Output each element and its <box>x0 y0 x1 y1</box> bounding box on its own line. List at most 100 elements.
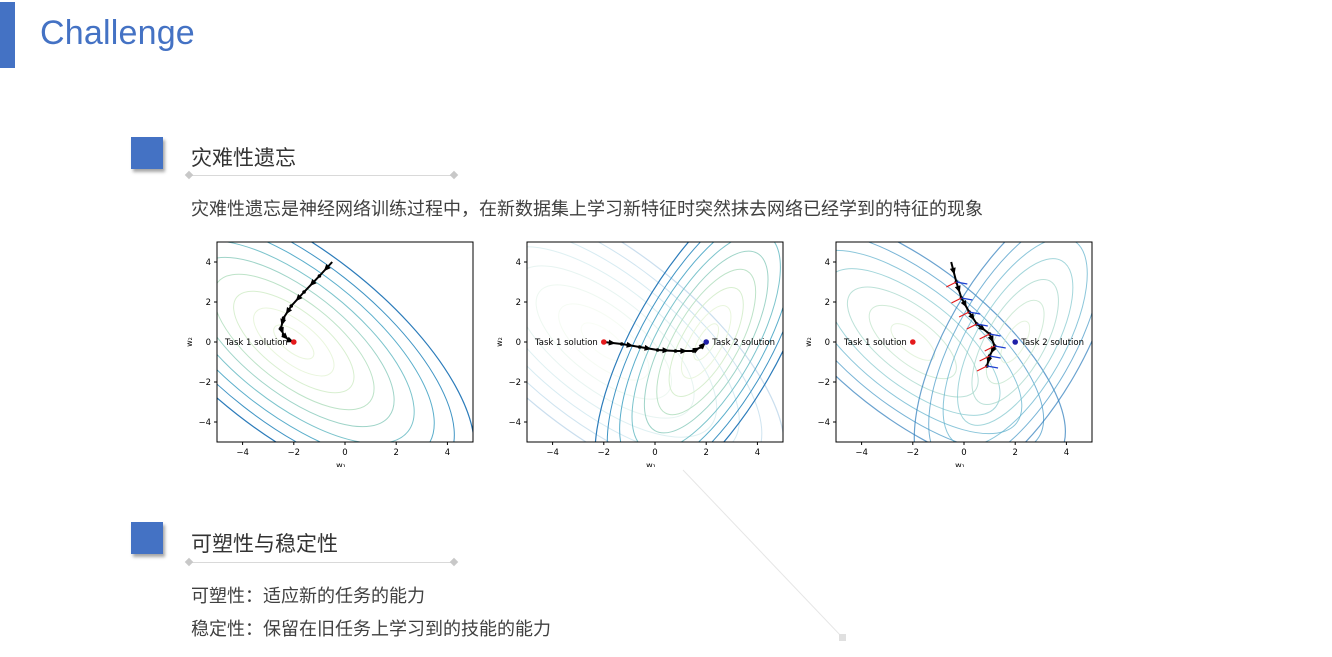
slide-title: Challenge <box>40 14 195 52</box>
x-tick-label: 4 <box>755 448 760 458</box>
y-tick-label: 4 <box>206 258 211 268</box>
path-arrowhead <box>626 341 634 348</box>
title-accent-bar <box>0 2 15 68</box>
y-axis-label: w₂ <box>185 337 194 347</box>
task2-gradient-arrow <box>961 297 973 301</box>
path-arrowhead <box>986 356 993 364</box>
path-arrowhead <box>309 279 317 287</box>
contour-line <box>680 305 732 379</box>
path-arrowhead <box>644 344 652 351</box>
y-tick-label: 2 <box>516 298 521 308</box>
contour-group <box>527 242 783 442</box>
path-arrowhead <box>680 348 688 354</box>
section-2-stability: 稳定性：保留在旧任务上学习到的技能的能力 <box>191 619 551 640</box>
contour-line <box>643 250 769 434</box>
path-arrowhead <box>987 335 994 343</box>
task-1-solution-label: Task 1 solution <box>843 338 907 348</box>
x-tick-label: −4 <box>855 448 868 458</box>
task1-gradient-arrow <box>958 311 970 318</box>
path-step-point <box>673 349 678 353</box>
contour-line <box>273 324 315 360</box>
task1-gradient-arrow <box>946 281 957 288</box>
task2-gradient-arrow <box>969 311 981 315</box>
contour-line <box>913 242 1092 442</box>
section-2-plasticity: 可塑性：适应新的任务的能力 <box>191 586 425 607</box>
path-arrowhead <box>281 332 289 340</box>
contour-line <box>656 268 757 416</box>
contour-group <box>836 242 1092 442</box>
path-arrowhead <box>285 307 293 315</box>
path-step-point <box>317 274 322 278</box>
task2-gradient-arrow <box>976 323 988 327</box>
y-tick-label: 0 <box>825 338 830 348</box>
contour-line <box>1000 320 1031 364</box>
x-tick-label: −2 <box>288 448 301 458</box>
x-tick-label: −2 <box>907 448 920 458</box>
x-axis-label: w₁ <box>955 461 965 467</box>
section-2-underline <box>190 562 455 563</box>
task-1-solution-point <box>601 339 607 345</box>
task1-gradient-arrow <box>976 365 988 372</box>
section-2-bullet-square <box>131 522 163 554</box>
x-axis-label: w₁ <box>336 461 346 467</box>
contour-line <box>985 299 1045 385</box>
y-tick-label: 2 <box>206 298 211 308</box>
task-1-solution-point <box>291 339 297 345</box>
path-arrowhead <box>960 300 967 308</box>
section-1-underline <box>190 175 455 176</box>
path-arrowhead <box>280 318 287 326</box>
path-arrowhead <box>278 326 284 335</box>
y-tick-label: −2 <box>817 378 830 388</box>
path-step-point <box>655 348 660 352</box>
path-arrowhead <box>662 347 670 354</box>
y-tick-label: 0 <box>206 338 211 348</box>
task1-gradient-arrow <box>984 345 995 352</box>
task1-gradient-arrow <box>951 297 962 304</box>
plot-2-svg: −4 −2 0 2 4 −4 −2 0 2 4 w₁ w₂ Task 1 solution Task 2 … <box>495 241 784 467</box>
task1-gradient-arrow <box>966 323 978 330</box>
contour-line <box>693 323 720 361</box>
contour-line <box>217 256 395 428</box>
y-tick-label: 0 <box>516 338 521 348</box>
x-tick-label: 0 <box>961 448 966 458</box>
y-tick-label: −2 <box>508 378 521 388</box>
task-1-solution-label: Task 1 solution <box>534 338 598 348</box>
section-1-bullet-square <box>131 137 163 169</box>
path-arrowhead <box>990 346 997 354</box>
contour-line <box>971 278 1059 406</box>
contour-line <box>527 242 783 442</box>
contour-line <box>957 258 1074 426</box>
contour-line <box>217 242 435 442</box>
section-1-heading: 灾难性遗忘 <box>191 146 296 170</box>
task1-gradient-arrow <box>979 355 990 362</box>
task-1-solution-point <box>910 339 916 345</box>
y-tick-label: −4 <box>508 418 521 428</box>
plot-3: −4 −2 0 2 4 −4 −2 0 2 4 w₁ w₂ Task 1 solution Task 2 … <box>801 232 1101 467</box>
contour-line <box>527 242 740 442</box>
contour-line <box>846 286 979 398</box>
y-tick-label: 4 <box>516 258 521 268</box>
task-2-solution-point <box>1012 339 1018 345</box>
task-2-solution-label: Task 2 solution <box>711 338 775 348</box>
path-arrowhead <box>954 285 961 293</box>
x-tick-label: −4 <box>236 448 249 458</box>
contour-line <box>217 242 455 442</box>
task1-gradient-arrow <box>979 333 990 340</box>
path-step-point <box>302 290 306 294</box>
contour-line <box>928 242 1092 442</box>
path-arrowhead <box>949 267 956 275</box>
x-tick-label: 2 <box>703 448 708 458</box>
contour-line <box>217 242 415 442</box>
x-tick-label: 0 <box>652 448 657 458</box>
contour-line <box>606 242 783 442</box>
contour-line <box>217 242 473 442</box>
plot-1: −4 −2 0 2 4 −4 −2 0 2 4 w₁ w₂ Task 1 solution <box>182 232 482 467</box>
contour-line <box>527 246 718 438</box>
task2-gradient-arrow <box>989 355 1001 359</box>
contour-line <box>836 268 1001 416</box>
plot-2: −4 −2 0 2 4 −4 −2 0 2 4 w₁ w₂ Task 1 solution Task 2 … <box>492 232 792 467</box>
contour-line <box>217 273 375 411</box>
x-tick-label: 4 <box>445 448 450 458</box>
task2-gradient-arrow <box>956 281 968 285</box>
